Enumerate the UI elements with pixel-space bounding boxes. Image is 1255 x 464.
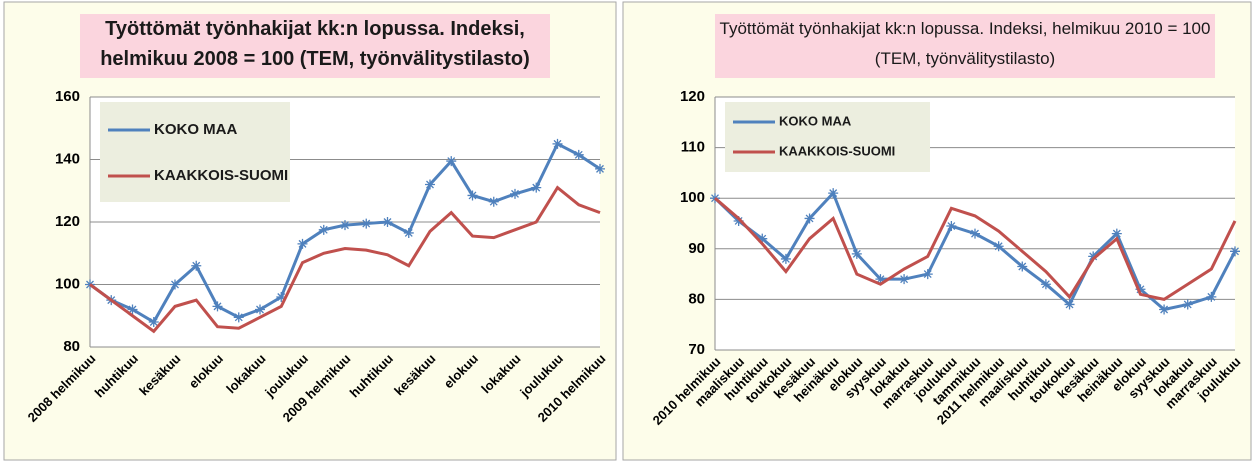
point-marker (573, 149, 584, 160)
point-marker (1111, 228, 1122, 239)
point-marker (1017, 261, 1028, 272)
series-line (89, 185, 601, 334)
y-tick-label: 100 (680, 189, 705, 206)
point-marker (233, 312, 244, 323)
point-marker (531, 182, 542, 193)
point-marker (1230, 246, 1240, 257)
y-tick-label: 100 (55, 275, 80, 292)
point-marker (425, 179, 435, 190)
point-marker (361, 218, 372, 229)
series-line (714, 197, 1237, 301)
point-marker (1040, 279, 1051, 290)
legend-label: KAAKKOIS-SUOMI (779, 143, 895, 158)
title-background (80, 14, 550, 78)
point-marker (1135, 284, 1146, 295)
y-tick-label: 110 (681, 139, 705, 156)
legend-box (725, 102, 930, 172)
chart-panel: Työttömät työnhakijat kk:n lopussa. Inde… (3, 1, 617, 461)
point-marker (875, 274, 886, 285)
chart-title: Työttömät työnhakijat kk:n lopussa. Inde… (720, 19, 1211, 68)
point-marker (851, 248, 862, 259)
point-marker (510, 188, 520, 199)
point-marker (828, 188, 839, 199)
point-marker (382, 217, 393, 227)
point-marker (993, 241, 1004, 252)
chart-panel: Työttömät työnhakijat kk:n lopussa. Inde… (622, 1, 1252, 461)
point-marker (757, 233, 768, 244)
point-marker (970, 228, 980, 239)
point-marker (467, 190, 478, 201)
point-marker (1206, 291, 1217, 302)
y-tick-label: 120 (680, 88, 705, 105)
point-marker (488, 196, 499, 207)
y-tick-label: 140 (55, 150, 80, 167)
y-tick-label: 80 (688, 290, 705, 307)
point-marker (297, 238, 308, 249)
legend-label: KAAKKOIS-SUOMI (154, 167, 288, 184)
point-marker (922, 269, 933, 280)
point-marker (946, 221, 957, 232)
point-marker (127, 304, 138, 315)
y-tick-label: 90 (688, 240, 705, 257)
point-marker (1182, 299, 1193, 310)
title-line: Työttömät työnhakijat kk:n lopussa. Inde… (720, 19, 1211, 38)
point-marker (899, 274, 910, 285)
y-tick-label: 70 (688, 341, 705, 358)
point-marker (170, 279, 180, 290)
point-marker (1088, 251, 1099, 262)
point-marker (212, 301, 223, 312)
point-marker (446, 156, 457, 167)
point-marker (276, 292, 287, 302)
point-marker (403, 227, 414, 238)
title-line: helmikuu 2008 = 100 (TEM, työnvälitystil… (100, 48, 530, 70)
point-marker (595, 163, 605, 174)
point-marker (255, 304, 265, 315)
chart-title: Työttömät työnhakijat kk:n lopussa. Inde… (100, 18, 530, 70)
point-marker (1159, 304, 1170, 315)
point-marker (780, 253, 791, 264)
point-marker (552, 138, 563, 149)
legend-label: KOKO MAA (779, 113, 852, 128)
point-marker (733, 215, 744, 226)
title-background (715, 14, 1215, 78)
y-tick-label: 160 (55, 88, 80, 105)
title-line: Työttömät työnhakijat kk:n lopussa. Inde… (105, 18, 525, 40)
y-tick-label: 120 (55, 213, 80, 230)
point-marker (1064, 299, 1075, 310)
point-marker (340, 220, 350, 231)
point-marker (148, 317, 159, 327)
y-tick-label: 80 (63, 338, 80, 355)
title-line: (TEM, työnvälitystilasto) (875, 49, 1055, 68)
legend-box (100, 102, 290, 202)
point-marker (804, 213, 815, 224)
point-marker (318, 224, 329, 235)
legend-label: KOKO MAA (154, 121, 237, 138)
point-marker (191, 260, 202, 271)
